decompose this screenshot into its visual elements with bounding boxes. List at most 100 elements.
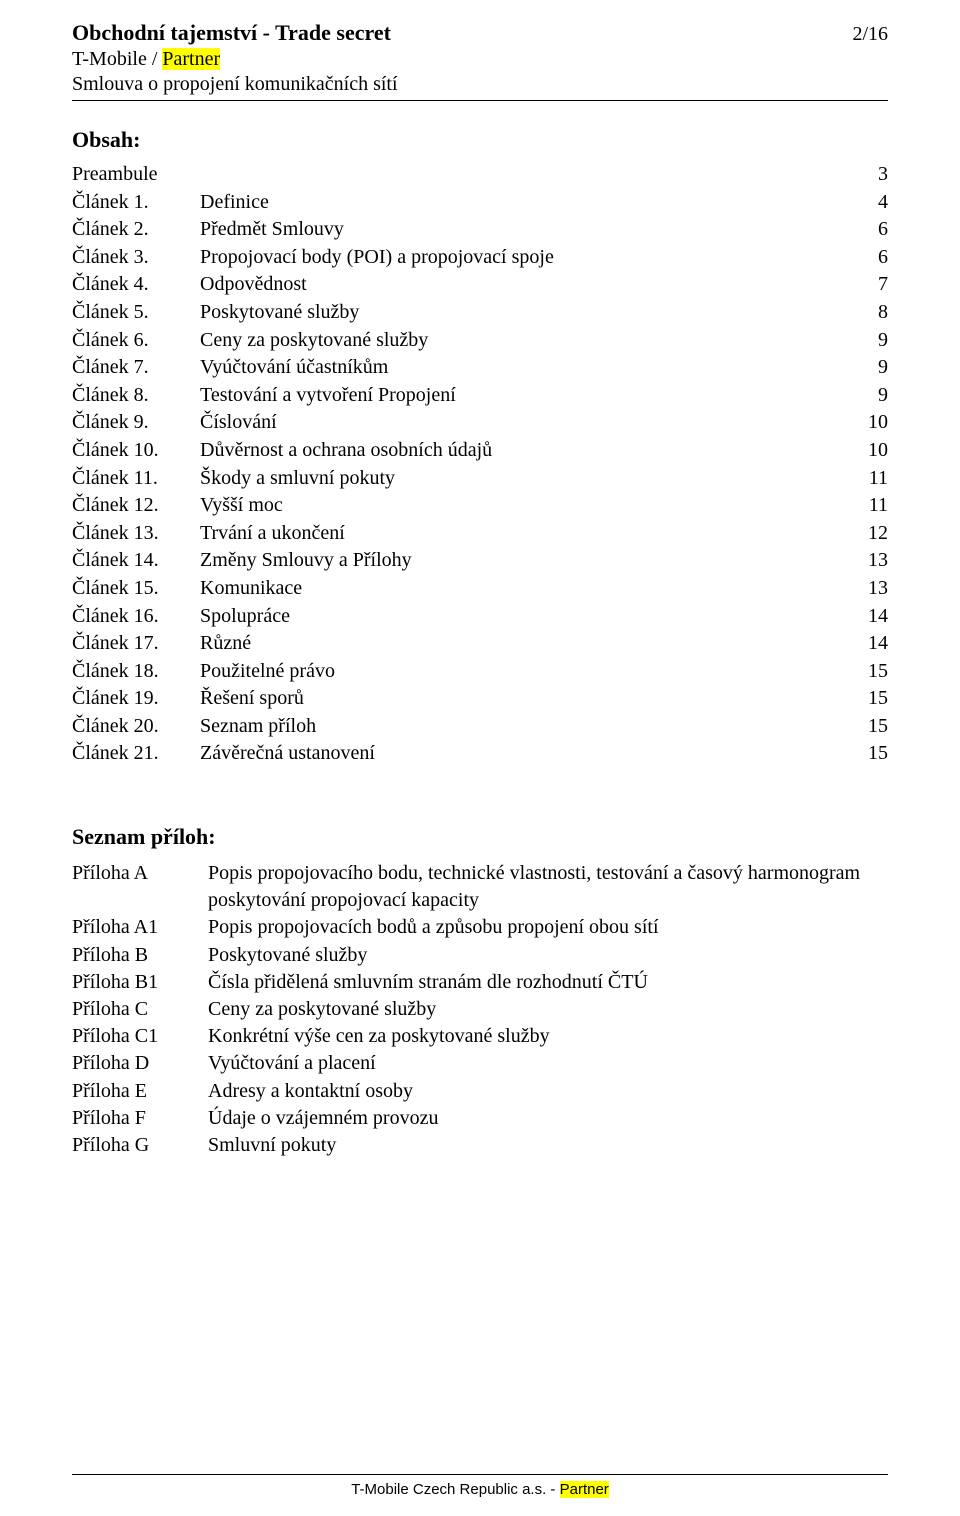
toc-article-label: Článek 1. (72, 189, 200, 217)
toc-article-label: Článek 16. (72, 603, 200, 631)
appendix-description: Smluvní pokuty (208, 1132, 888, 1159)
appendix-description: Ceny za poskytované služby (208, 996, 888, 1023)
toc-article-label: Článek 15. (72, 575, 200, 603)
toc-row: Článek 17.Různé14 (72, 630, 888, 658)
footer-partner-highlight: Partner (560, 1481, 609, 1498)
toc-page-number: 4 (838, 189, 888, 217)
toc-row: Článek 6.Ceny za poskytované služby9 (72, 327, 888, 355)
toc-row: Článek 9.Číslování10 (72, 409, 888, 437)
appendix-list: Příloha APopis propojovacího bodu, techn… (72, 860, 888, 1159)
appendix-title: Seznam příloh: (72, 824, 888, 850)
footer-rule (72, 1474, 888, 1475)
toc-row: Článek 5.Poskytované služby8 (72, 299, 888, 327)
appendix-row: Příloha APopis propojovacího bodu, techn… (72, 860, 888, 914)
header-title: Obchodní tajemství - Trade secret (72, 20, 391, 46)
toc-article-title: Vyúčtování účastníkům (200, 354, 838, 382)
footer: T-Mobile Czech Republic a.s. - Partner (0, 1474, 960, 1498)
section-gap (72, 768, 888, 824)
appendix-description: Poskytované služby (208, 942, 888, 969)
toc-row: Článek 13.Trvání a ukončení12 (72, 520, 888, 548)
toc-page-number: 9 (838, 327, 888, 355)
toc-article-title: Použitelné právo (200, 658, 838, 686)
appendix-description: Údaje o vzájemném provozu (208, 1105, 888, 1132)
toc-page-number: 15 (838, 740, 888, 768)
toc-row: Článek 12.Vyšší moc11 (72, 492, 888, 520)
toc-row: Článek 21.Závěrečná ustanovení15 (72, 740, 888, 768)
toc-article-title: Propojovací body (POI) a propojovací spo… (200, 244, 838, 272)
toc-page-number: 6 (838, 216, 888, 244)
toc-article-title: Seznam příloh (200, 713, 838, 741)
toc-article-label: Článek 19. (72, 685, 200, 713)
toc-article-title: Spolupráce (200, 603, 838, 631)
appendix-label: Příloha G (72, 1132, 208, 1159)
toc-article-label: Článek 3. (72, 244, 200, 272)
toc-article-title: Řešení sporů (200, 685, 838, 713)
footer-prefix: T-Mobile Czech Republic a.s. - (351, 1481, 559, 1498)
toc-article-label: Článek 12. (72, 492, 200, 520)
toc-article-title: Testování a vytvoření Propojení (200, 382, 838, 410)
toc-page-number: 15 (838, 658, 888, 686)
toc-article-label: Článek 20. (72, 713, 200, 741)
page-number: 2/16 (852, 23, 888, 46)
appendix-label: Příloha A (72, 860, 208, 914)
toc-article-title: Odpovědnost (200, 271, 838, 299)
toc-page-number: 8 (838, 299, 888, 327)
toc-article-title: Různé (200, 630, 838, 658)
appendix-label: Příloha F (72, 1105, 208, 1132)
appendix-description: Čísla přidělená smluvním stranám dle roz… (208, 969, 888, 996)
toc-article-title: Ceny za poskytované služby (200, 327, 838, 355)
toc-row: Článek 8.Testování a vytvoření Propojení… (72, 382, 888, 410)
appendix-row: Příloha BPoskytované služby (72, 942, 888, 969)
toc-row: Článek 4.Odpovědnost7 (72, 271, 888, 299)
appendix-row: Příloha CCeny za poskytované služby (72, 996, 888, 1023)
toc-article-label: Článek 21. (72, 740, 200, 768)
toc-row: Článek 14.Změny Smlouvy a Přílohy13 (72, 547, 888, 575)
toc-page-number: 12 (838, 520, 888, 548)
toc-page-number: 10 (838, 409, 888, 437)
toc-page-number: 13 (838, 575, 888, 603)
toc-row: Článek 20.Seznam příloh15 (72, 713, 888, 741)
toc-row: Článek 16.Spolupráce14 (72, 603, 888, 631)
toc-article-title (200, 161, 838, 189)
toc-article-title: Vyšší moc (200, 492, 838, 520)
toc-page-number: 13 (838, 547, 888, 575)
appendix-label: Příloha C (72, 996, 208, 1023)
toc-row: Článek 2.Předmět Smlouvy6 (72, 216, 888, 244)
toc-row: Článek 18.Použitelné právo15 (72, 658, 888, 686)
appendix-row: Příloha A1Popis propojovacích bodů a způ… (72, 914, 888, 941)
appendix-description: Popis propojovacích bodů a způsobu propo… (208, 914, 888, 941)
toc-row: Článek 3.Propojovací body (POI) a propoj… (72, 244, 888, 272)
appendix-row: Příloha FÚdaje o vzájemném provozu (72, 1105, 888, 1132)
toc-page-number: 15 (838, 685, 888, 713)
toc-article-label: Článek 10. (72, 437, 200, 465)
toc-article-label: Článek 9. (72, 409, 200, 437)
toc-article-label: Článek 17. (72, 630, 200, 658)
toc-row: Článek 7.Vyúčtování účastníkům9 (72, 354, 888, 382)
toc-row: Článek 15.Komunikace13 (72, 575, 888, 603)
toc-page-number: 15 (838, 713, 888, 741)
toc-article-title: Předmět Smlouvy (200, 216, 838, 244)
appendix-label: Příloha E (72, 1078, 208, 1105)
toc-row: Preambule3 (72, 161, 888, 189)
toc-article-label: Článek 8. (72, 382, 200, 410)
toc-article-title: Komunikace (200, 575, 838, 603)
appendix-label: Příloha B1 (72, 969, 208, 996)
toc-article-title: Závěrečná ustanovení (200, 740, 838, 768)
appendix-description: Popis propojovacího bodu, technické vlas… (208, 860, 888, 914)
appendix-row: Příloha C1Konkrétní výše cen za poskytov… (72, 1023, 888, 1050)
toc-row: Článek 11.Škody a smluvní pokuty11 (72, 465, 888, 493)
toc-page-number: 11 (838, 465, 888, 493)
toc-article-label: Článek 14. (72, 547, 200, 575)
header-subline-1: T-Mobile / Partner (72, 48, 888, 71)
toc-article-title: Trvání a ukončení (200, 520, 838, 548)
toc-row: Článek 10.Důvěrnost a ochrana osobních ú… (72, 437, 888, 465)
toc: Preambule3Článek 1.Definice4Článek 2.Pře… (72, 161, 888, 768)
toc-page-number: 14 (838, 630, 888, 658)
toc-article-title: Poskytované služby (200, 299, 838, 327)
toc-page-number: 9 (838, 354, 888, 382)
toc-article-label: Článek 4. (72, 271, 200, 299)
toc-page-number: 9 (838, 382, 888, 410)
toc-row: Článek 1.Definice4 (72, 189, 888, 217)
toc-title: Obsah: (72, 127, 888, 153)
appendix-row: Příloha EAdresy a kontaktní osoby (72, 1078, 888, 1105)
